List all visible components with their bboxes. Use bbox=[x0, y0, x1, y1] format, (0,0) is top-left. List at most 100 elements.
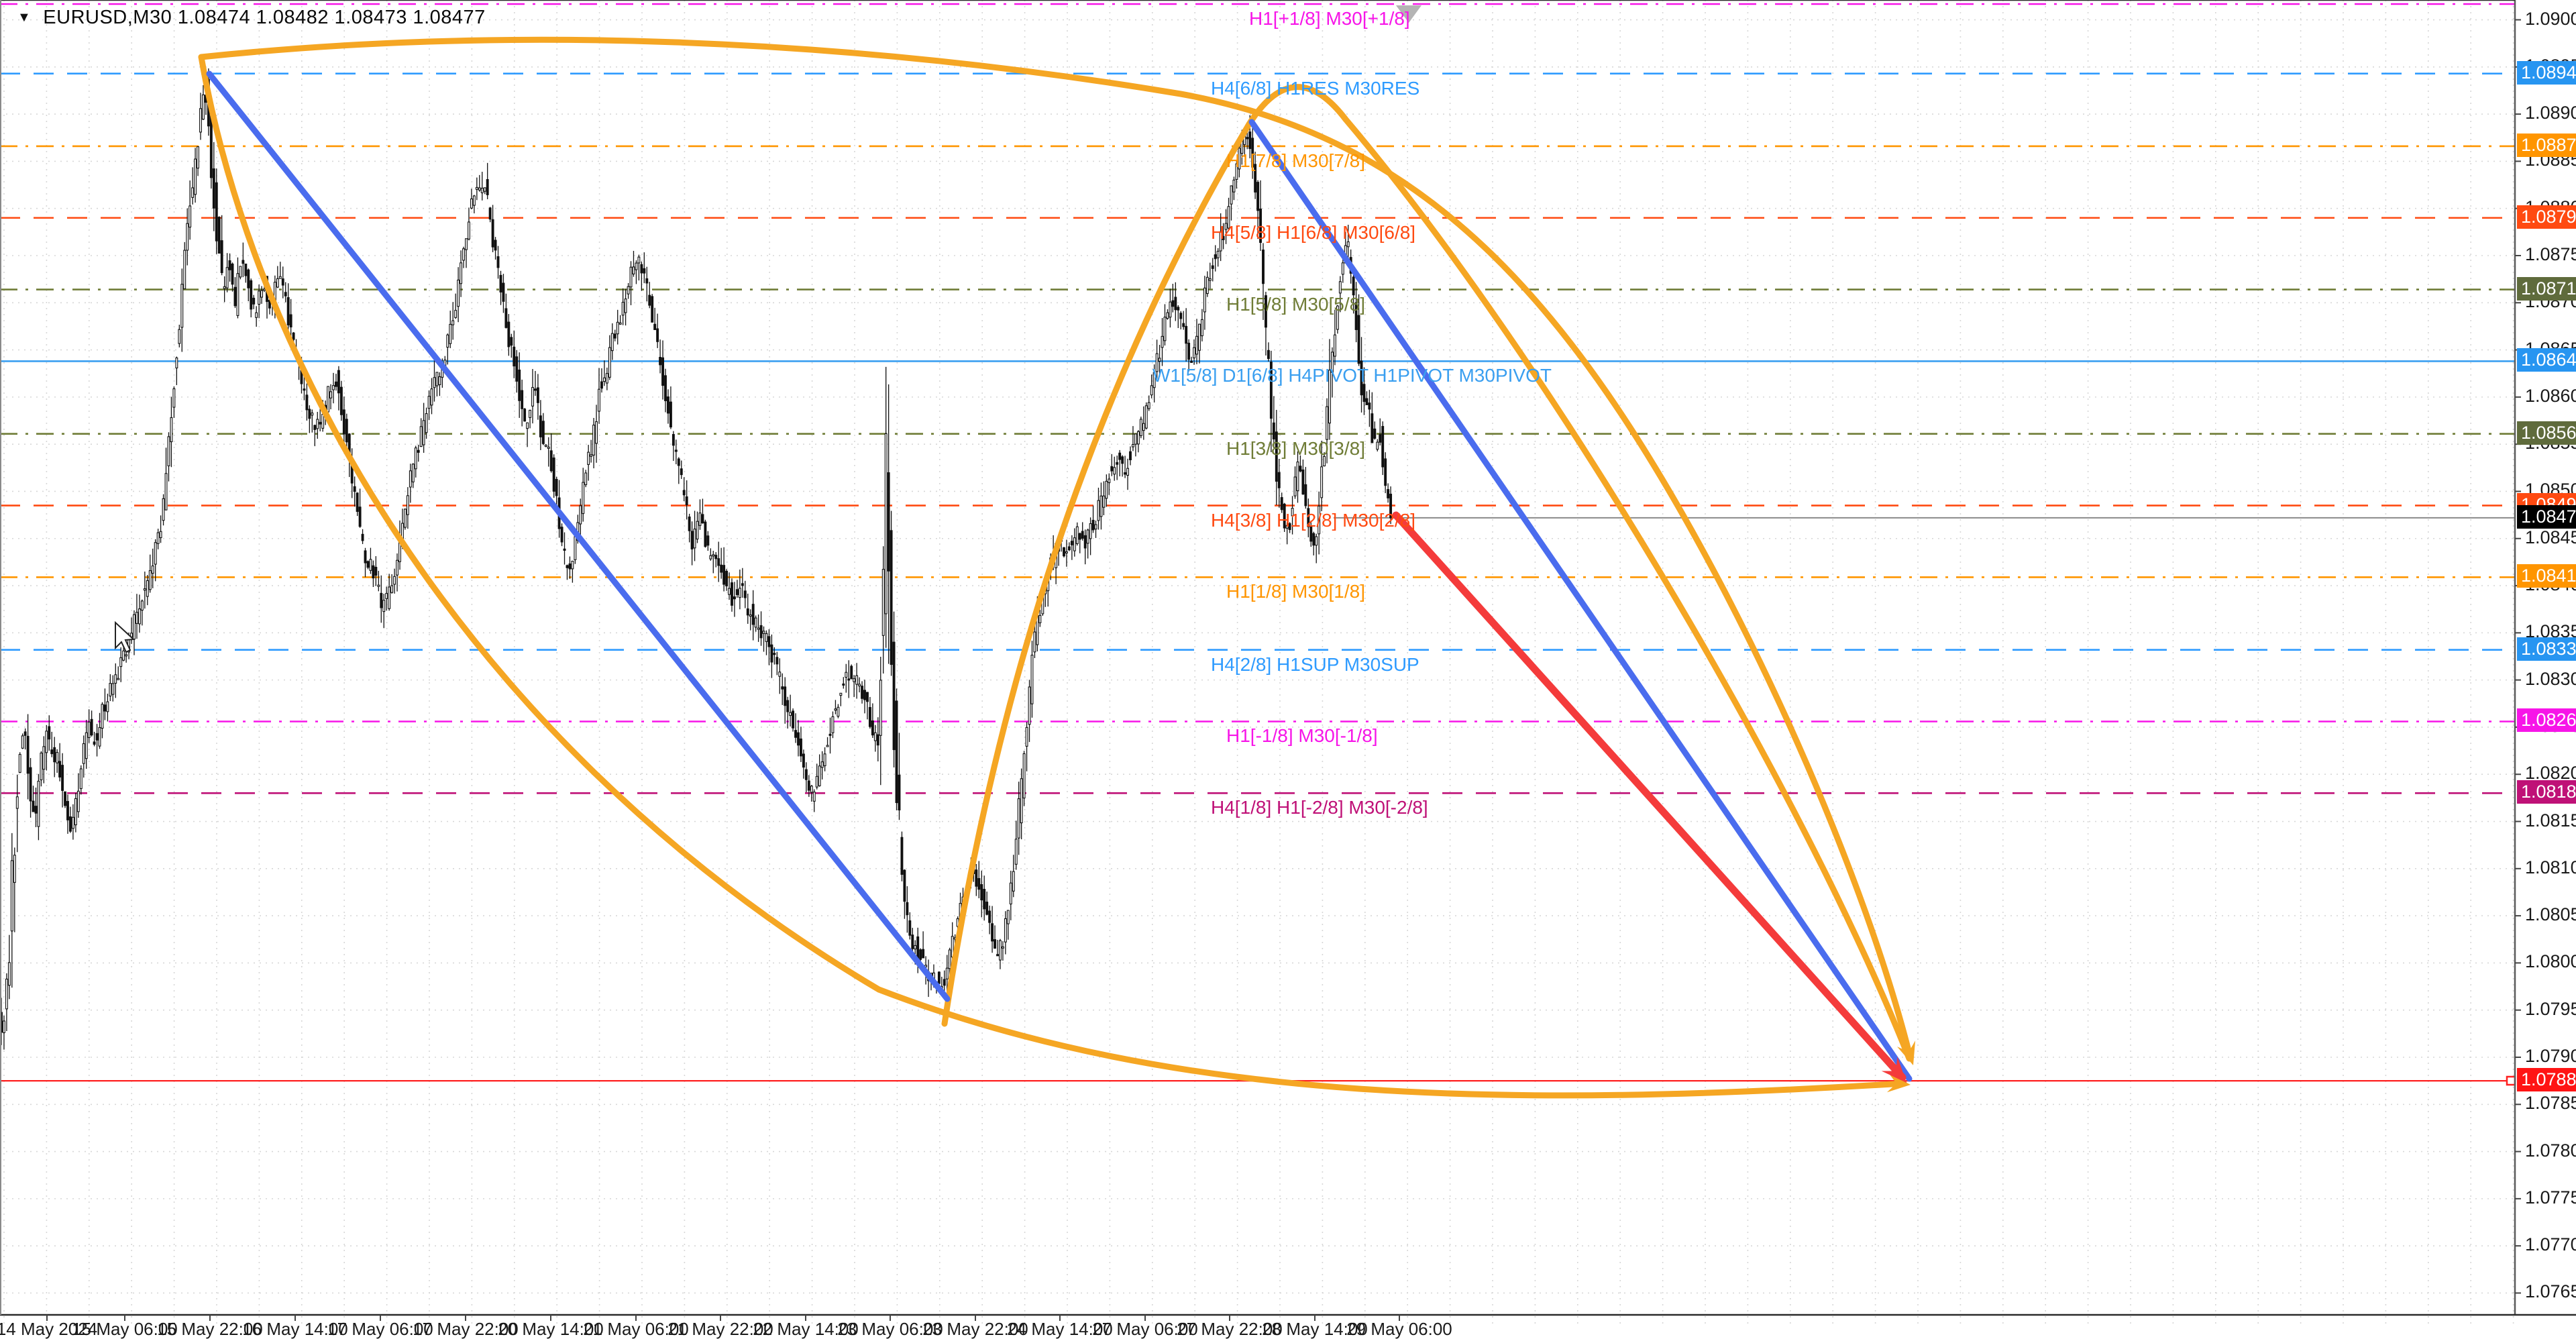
candle-body bbox=[337, 370, 340, 394]
candle-body bbox=[1073, 537, 1076, 551]
candle-body bbox=[656, 328, 659, 342]
candle-body bbox=[659, 357, 662, 366]
candle-body bbox=[988, 910, 991, 923]
level-label: H1[7/8] M30[7/8] bbox=[1226, 150, 1366, 171]
candle-body bbox=[50, 749, 54, 755]
candle-body bbox=[1132, 443, 1134, 447]
candle-body bbox=[172, 388, 176, 408]
symbol-dropdown-icon[interactable]: ▼ bbox=[17, 10, 32, 25]
candle-body bbox=[258, 290, 261, 305]
candle-body bbox=[587, 451, 590, 465]
big-lens-bottom[interactable] bbox=[198, 54, 1907, 1099]
candle-body bbox=[327, 386, 330, 413]
leaf-left-arc[interactable] bbox=[941, 84, 1913, 1062]
candle-body bbox=[943, 979, 946, 986]
time-axis-label: 28 May 14:00 bbox=[1262, 1319, 1368, 1339]
candle-body bbox=[313, 425, 317, 430]
candle-body bbox=[228, 260, 231, 270]
candle-body bbox=[1025, 727, 1028, 747]
candle-body bbox=[518, 369, 521, 401]
candle-body bbox=[602, 377, 606, 382]
price-tick-label: 1.09005 bbox=[2525, 8, 2576, 29]
candle-body bbox=[451, 320, 455, 325]
big-lens-top[interactable] bbox=[198, 36, 1914, 1062]
candle-body bbox=[1346, 241, 1350, 248]
candle-body bbox=[390, 585, 394, 593]
candle-body bbox=[743, 590, 747, 598]
candle-body bbox=[619, 322, 622, 325]
candle-body bbox=[1362, 384, 1366, 403]
candle-body bbox=[922, 949, 925, 959]
candle-body bbox=[393, 576, 396, 585]
time-axis-label: 22 May 14:00 bbox=[753, 1319, 859, 1339]
candle-body bbox=[1357, 315, 1360, 364]
candle-body bbox=[61, 765, 64, 791]
candle-body bbox=[1014, 839, 1018, 865]
candle-body bbox=[1246, 137, 1249, 140]
candle-body bbox=[164, 473, 168, 511]
candle-body bbox=[472, 195, 476, 206]
candle-body bbox=[1001, 946, 1004, 949]
candle-body bbox=[316, 419, 319, 429]
candle-body bbox=[858, 684, 861, 687]
blue-trend-1[interactable] bbox=[206, 70, 951, 1002]
candle-body bbox=[786, 700, 790, 712]
candle-body bbox=[1328, 370, 1331, 424]
candle-body bbox=[87, 721, 91, 739]
candle-body bbox=[454, 310, 458, 318]
candlestick-series bbox=[0, 68, 1393, 1050]
candle-body bbox=[746, 608, 749, 616]
level-label: H1[1/8] M30[1/8] bbox=[1226, 581, 1366, 602]
candle-body bbox=[738, 588, 741, 598]
candle-body bbox=[667, 396, 669, 414]
candle-body bbox=[701, 514, 704, 524]
candle-body bbox=[159, 531, 162, 539]
candle-body bbox=[34, 806, 38, 814]
candle-body bbox=[491, 219, 494, 248]
candle-body bbox=[430, 388, 433, 406]
candle-body bbox=[233, 286, 237, 307]
candle-body bbox=[873, 732, 877, 741]
candle-body bbox=[419, 426, 423, 447]
candle-body bbox=[731, 582, 733, 606]
candle-body bbox=[1177, 307, 1180, 311]
candle-body bbox=[494, 239, 497, 251]
time-axis-label: 14 May 2024 bbox=[0, 1319, 98, 1339]
candle-body bbox=[411, 464, 415, 482]
candle-body bbox=[48, 726, 51, 740]
gray-triangle-marker-icon[interactable] bbox=[1396, 5, 1421, 23]
candle-body bbox=[661, 357, 664, 386]
candle-body bbox=[1134, 433, 1137, 445]
candle-body bbox=[757, 627, 760, 630]
candle-body bbox=[887, 472, 890, 572]
candle-body bbox=[289, 314, 292, 328]
candle-body bbox=[1235, 163, 1238, 180]
candle-body bbox=[156, 532, 160, 544]
candle-body bbox=[762, 631, 765, 634]
price-tick-label: 1.07855 bbox=[2525, 1093, 2576, 1114]
candle-body bbox=[483, 187, 486, 192]
candle-body bbox=[635, 262, 638, 270]
candle-body bbox=[217, 217, 221, 254]
candle-body bbox=[866, 692, 869, 702]
candle-body bbox=[1086, 529, 1089, 544]
candle-body bbox=[1166, 312, 1169, 319]
candle-body bbox=[284, 292, 287, 297]
candle-body bbox=[194, 158, 197, 195]
candle-body bbox=[842, 683, 845, 686]
red-line-handle[interactable] bbox=[2506, 1075, 2516, 1086]
candle-body bbox=[1190, 360, 1193, 363]
blue-trend-2[interactable] bbox=[1248, 119, 1913, 1082]
candle-body bbox=[247, 269, 250, 288]
red-trend[interactable] bbox=[1392, 511, 1907, 1081]
candle-body bbox=[241, 260, 245, 264]
candle-body bbox=[712, 554, 715, 557]
candle-body bbox=[1124, 472, 1127, 475]
candle-body bbox=[510, 337, 513, 346]
mouse-cursor-icon bbox=[115, 621, 136, 653]
candle-body bbox=[571, 560, 574, 570]
candle-body bbox=[154, 542, 157, 565]
